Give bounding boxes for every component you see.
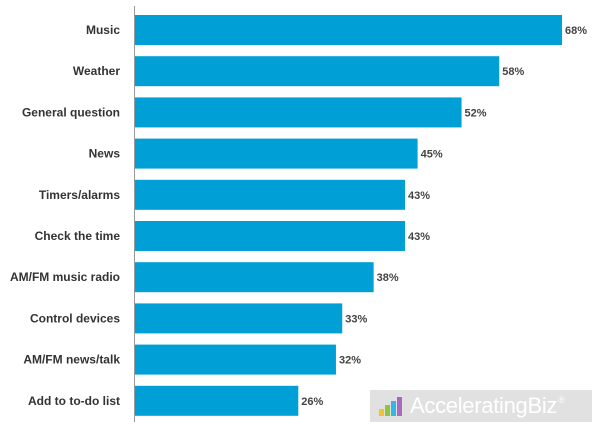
data-label: 68% — [565, 25, 587, 37]
data-label: 43% — [408, 231, 430, 243]
category-label: AM/FM news/talk — [23, 353, 120, 367]
data-label: 26% — [301, 396, 323, 408]
bar — [135, 15, 563, 45]
category-label: News — [89, 147, 121, 161]
data-label: 38% — [377, 272, 399, 284]
category-label: Music — [86, 23, 120, 37]
bars-layer: Music 68% Weather 58% General question 52% New… — [10, 15, 587, 416]
bar — [135, 97, 462, 128]
watermark-label: AcceleratingBiz® — [410, 392, 565, 418]
category-label: Timers/alarms — [39, 188, 120, 202]
bar — [135, 303, 343, 334]
bar — [135, 179, 406, 210]
data-label: 58% — [502, 66, 524, 78]
bar — [135, 385, 299, 416]
data-label: 43% — [408, 190, 430, 202]
category-label: Check the time — [35, 229, 121, 243]
bar — [135, 56, 500, 87]
category-label: Weather — [73, 64, 120, 78]
data-label: 45% — [421, 149, 443, 161]
bar — [135, 344, 336, 375]
bar — [135, 221, 406, 251]
watermark: AcceleratingBiz® — [370, 390, 592, 422]
watermark-registered-mark: ® — [558, 394, 565, 405]
chart-logo-icon — [379, 397, 402, 416]
data-label: 33% — [345, 313, 367, 325]
category-label: Control devices — [30, 311, 120, 325]
category-label: Add to to-do list — [28, 394, 120, 408]
category-label: AM/FM music radio — [10, 270, 120, 284]
watermark-text: AcceleratingBiz — [410, 392, 558, 418]
data-label: 32% — [339, 355, 361, 367]
bar — [135, 262, 374, 293]
bar — [135, 138, 418, 169]
category-label: General question — [22, 105, 120, 119]
data-label: 52% — [465, 107, 487, 119]
